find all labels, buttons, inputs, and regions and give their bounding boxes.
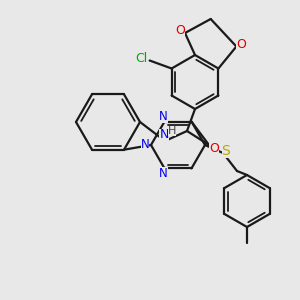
Text: N: N (159, 128, 169, 142)
Text: O: O (209, 142, 219, 154)
Text: H: H (168, 126, 176, 136)
Text: O: O (236, 38, 246, 51)
Text: S: S (222, 144, 230, 158)
Text: N: N (159, 110, 168, 123)
Text: N: N (141, 139, 149, 152)
Text: N: N (159, 167, 168, 180)
Text: Cl: Cl (136, 52, 148, 65)
Text: O: O (175, 25, 185, 38)
